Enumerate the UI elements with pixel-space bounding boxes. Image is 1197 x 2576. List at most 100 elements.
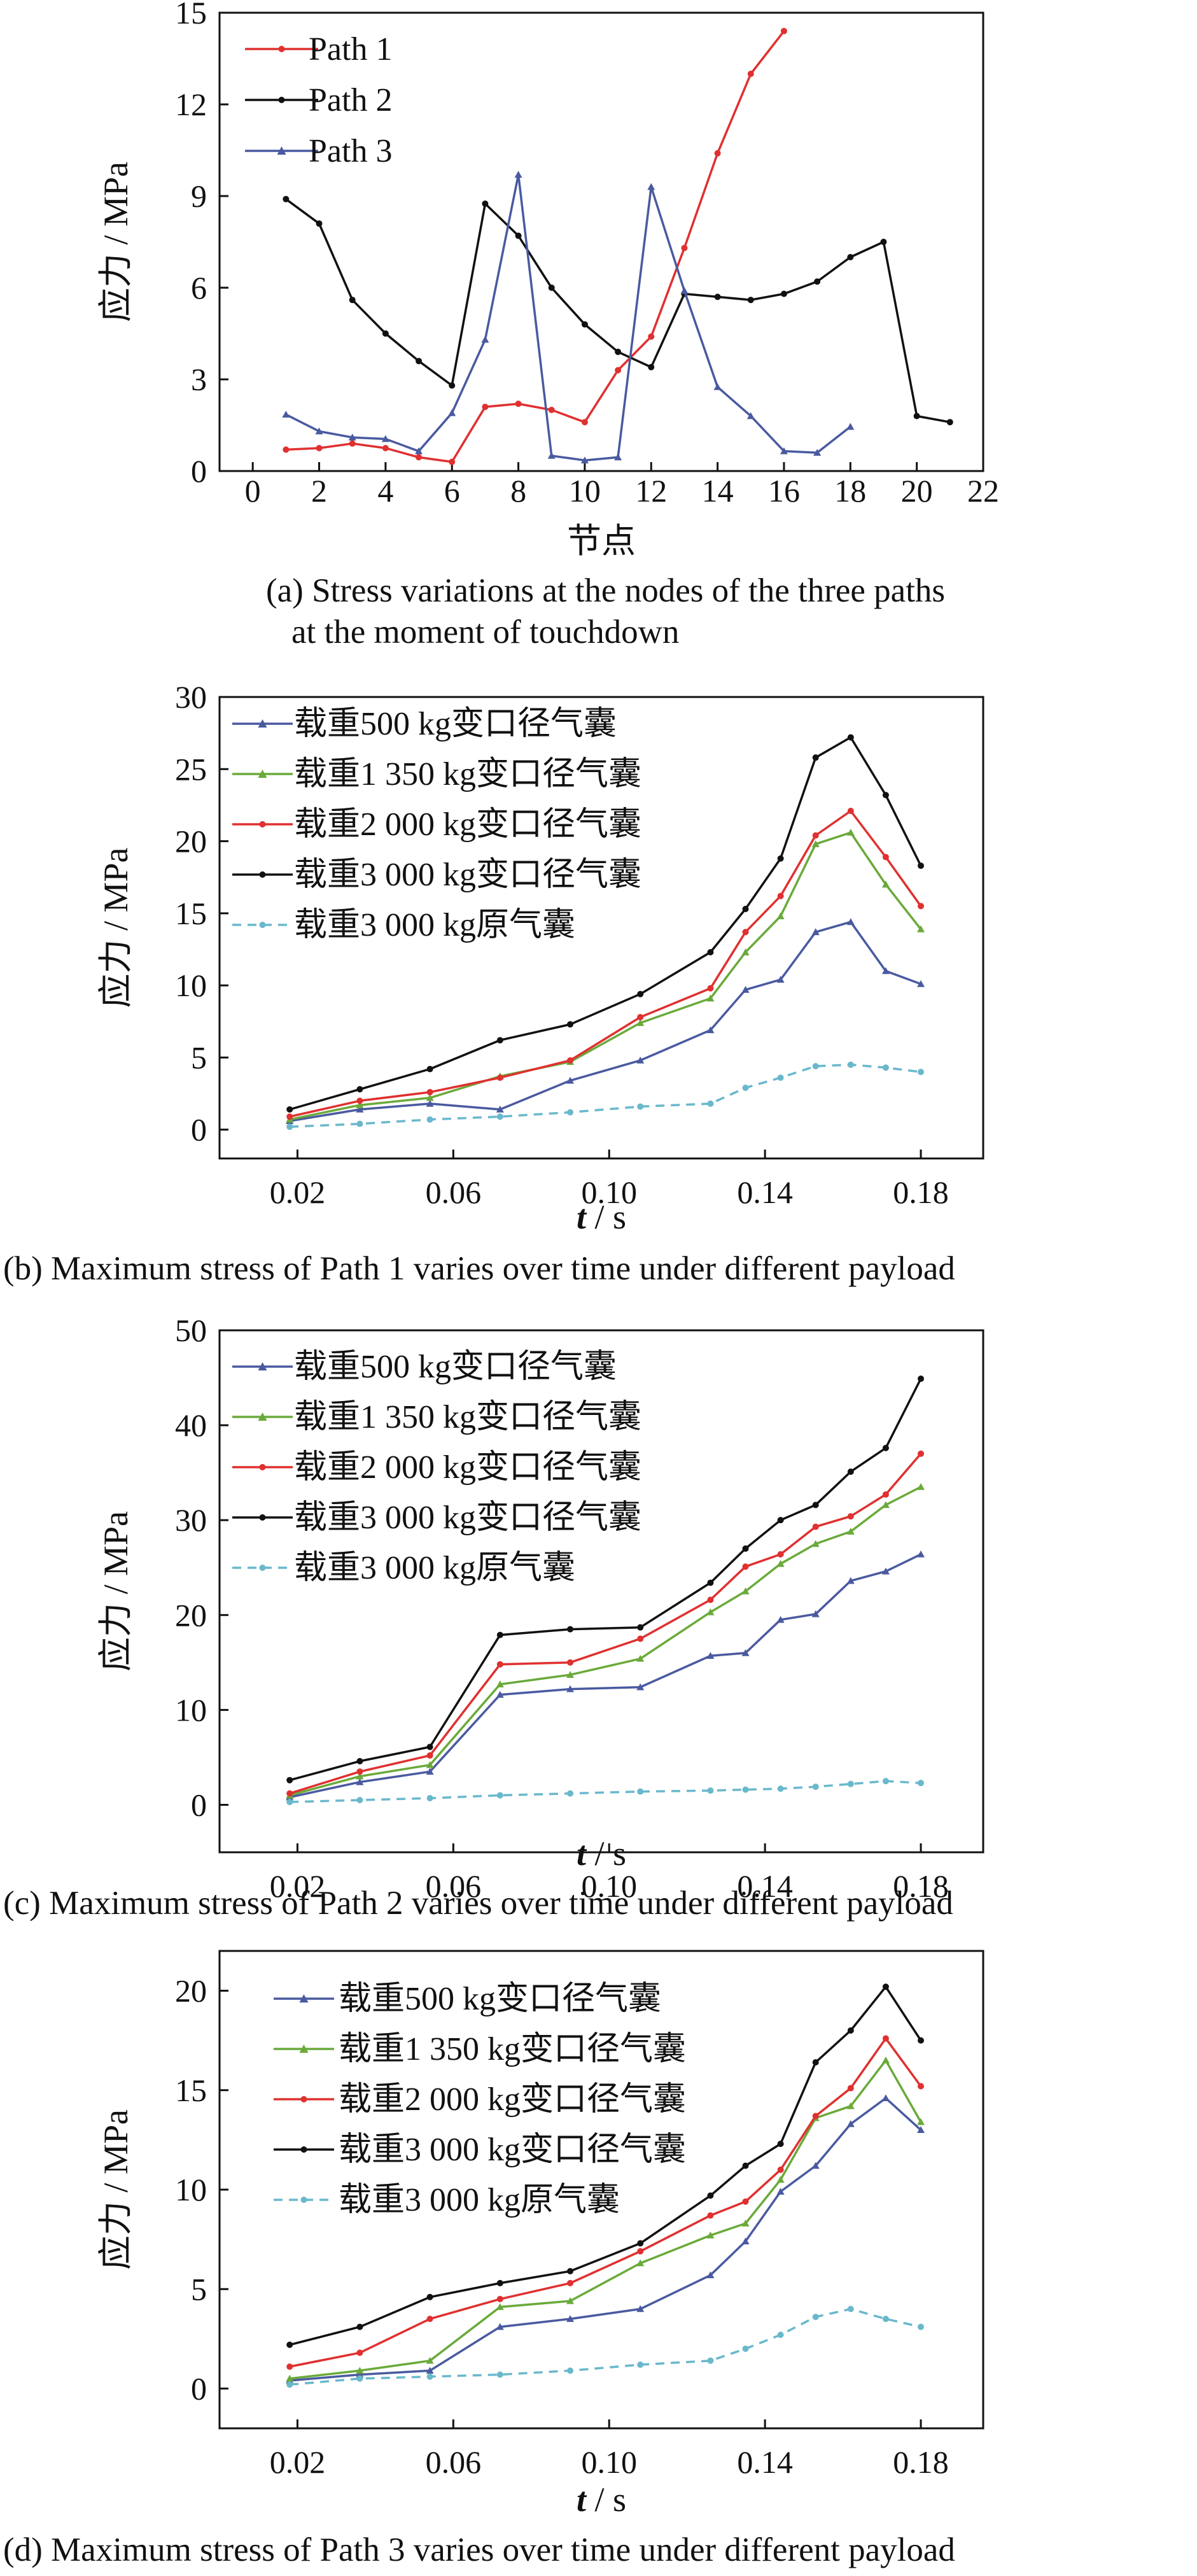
data-point	[882, 1444, 889, 1451]
data-point	[681, 244, 688, 251]
y-axis-label: 应力 / MPa	[97, 2109, 135, 2270]
data-point	[426, 2316, 433, 2323]
x-tick-label: 0.14	[737, 1174, 793, 1210]
data-point	[742, 1084, 749, 1091]
legend-label: 载重1 350 kg变口径气囊	[294, 1399, 641, 1435]
data-point	[747, 71, 754, 77]
data-point	[382, 445, 389, 451]
data-point	[707, 2212, 714, 2219]
data-point	[918, 862, 925, 869]
x-tick-label: 20	[901, 473, 933, 509]
series-line	[289, 1553, 921, 1799]
data-point	[847, 2027, 854, 2034]
data-point	[426, 2293, 433, 2300]
series-5	[286, 2305, 925, 2388]
series-3	[282, 171, 855, 463]
series-4	[286, 734, 925, 1113]
data-point	[415, 447, 423, 454]
data-point	[707, 949, 714, 956]
data-point	[776, 2176, 785, 2183]
y-tick-label: 5	[191, 1039, 207, 1075]
y-tick-label: 20	[175, 824, 207, 859]
data-point	[648, 333, 655, 340]
data-point	[714, 150, 721, 157]
data-point	[426, 1761, 434, 1768]
data-point	[913, 412, 920, 419]
data-point	[286, 2363, 293, 2370]
x-axis-label-unit: / s	[586, 2481, 626, 2519]
data-point	[776, 912, 785, 920]
legend-swatch-marker	[278, 97, 285, 103]
y-tick-label: 0	[191, 1787, 207, 1822]
data-point	[706, 1026, 715, 1034]
data-point	[567, 2268, 574, 2275]
data-point	[741, 1649, 750, 1656]
data-point	[567, 2367, 574, 2374]
data-point	[880, 239, 887, 245]
y-tick-label: 3	[191, 362, 207, 397]
x-tick-label: 0.06	[426, 1868, 482, 1904]
data-point	[742, 1563, 749, 1570]
data-point	[482, 404, 489, 411]
series-1	[286, 2094, 925, 2384]
legend-swatch-marker	[258, 770, 267, 778]
data-point	[707, 2357, 714, 2364]
y-tick-label: 12	[175, 87, 207, 122]
panel-caption: (b) Maximum stress of Path 1 varies over…	[3, 1250, 955, 1287]
x-tick-label: 0.02	[270, 1174, 326, 1210]
data-point	[426, 1768, 434, 1775]
data-point	[637, 2361, 644, 2368]
legend-swatch-marker	[300, 2096, 307, 2102]
legend-swatch-marker	[278, 46, 285, 52]
data-point	[286, 1798, 293, 1805]
series-2	[286, 828, 925, 1123]
x-tick-label: 10	[569, 473, 601, 509]
data-point	[315, 427, 323, 435]
data-point	[426, 1088, 433, 1095]
legend-label: 载重3 000 kg原气囊	[339, 2182, 620, 2218]
data-point	[496, 1661, 503, 1668]
data-point	[496, 2303, 504, 2311]
data-point	[637, 1103, 644, 1110]
x-axis-label: 节点	[567, 522, 636, 560]
legend-label: Path 3	[309, 133, 392, 169]
x-tick-label: 6	[444, 473, 460, 509]
data-point	[741, 1587, 750, 1594]
data-point	[581, 321, 588, 328]
data-point	[548, 407, 555, 413]
x-tick-label: 0.18	[893, 1174, 949, 1210]
y-tick-label: 0	[191, 1112, 207, 1148]
data-point	[714, 293, 721, 300]
series-2	[283, 195, 953, 426]
data-point	[449, 458, 456, 465]
data-point	[615, 348, 622, 355]
legend-swatch-marker	[258, 719, 267, 728]
data-point	[812, 754, 819, 761]
data-point	[881, 2094, 890, 2102]
data-point	[637, 1635, 644, 1642]
data-point	[496, 2279, 503, 2286]
data-point	[847, 2085, 854, 2092]
data-point	[846, 828, 855, 836]
plot-frame	[218, 696, 984, 1160]
y-tick-label: 0	[191, 453, 207, 489]
series-5	[286, 1778, 925, 1805]
data-point	[283, 446, 290, 453]
data-point	[349, 297, 356, 304]
data-point	[742, 929, 749, 936]
data-point	[847, 1468, 854, 1475]
data-point	[776, 976, 785, 983]
data-point	[636, 1654, 645, 1662]
x-axis-label: t / s	[577, 2481, 626, 2519]
data-point	[286, 1790, 293, 1797]
data-point	[496, 1680, 504, 1687]
data-point	[496, 1792, 503, 1799]
legend-label: Path 1	[309, 31, 392, 67]
series-1	[286, 918, 925, 1124]
series-3	[286, 2035, 925, 2370]
x-tick-label: 0.18	[893, 2444, 949, 2480]
data-point	[777, 855, 784, 862]
